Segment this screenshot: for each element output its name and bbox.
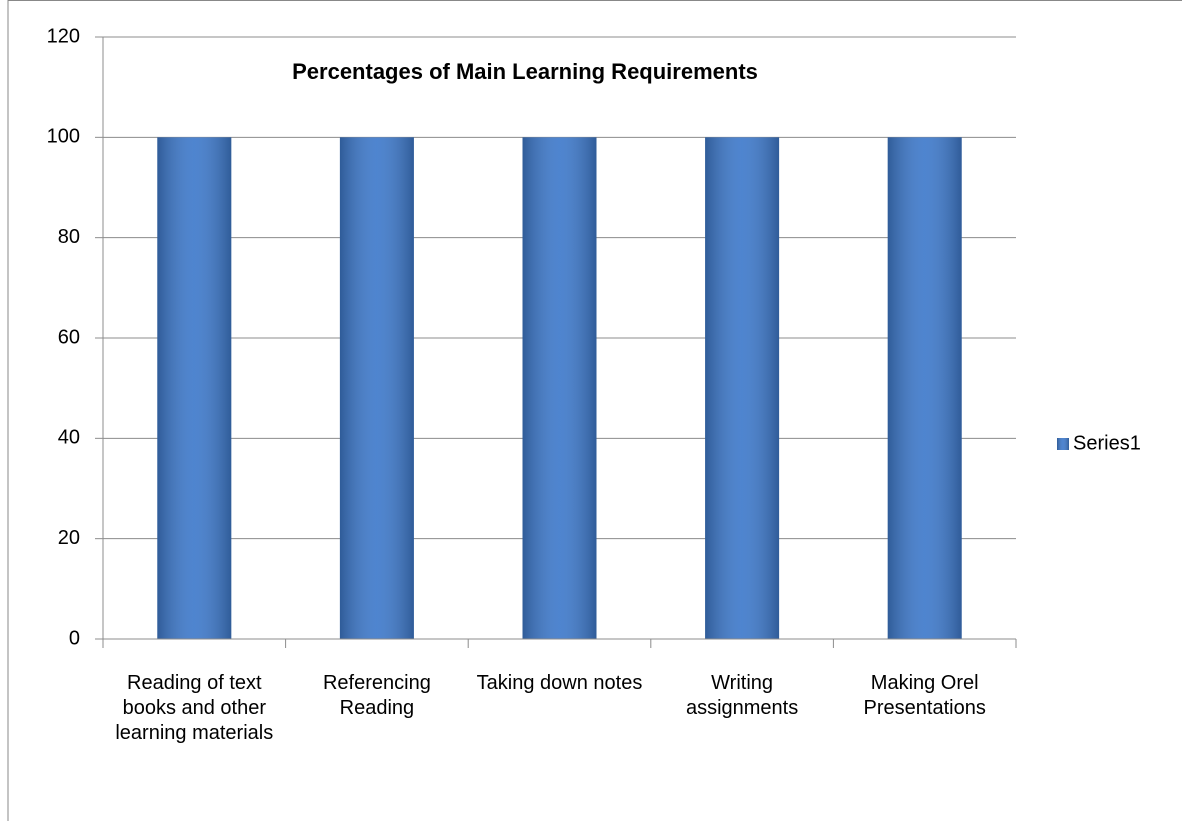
y-tick-label: 100 — [47, 126, 80, 148]
bar-shade — [705, 137, 780, 640]
x-tick-label: Taking down notes — [476, 672, 643, 694]
y-tick-label: 20 — [58, 527, 80, 549]
bar-shade — [157, 137, 232, 640]
y-tick-label: 80 — [58, 226, 80, 248]
chart-title: Percentages of Main Learning Requirement… — [292, 59, 758, 84]
y-tick-label: 120 — [47, 25, 80, 47]
bar-shade — [339, 137, 414, 640]
x-tick-label: Making Orel Presentations — [863, 672, 986, 719]
y-tick-label: 0 — [69, 627, 80, 649]
legend-swatch-shade — [1057, 438, 1069, 450]
bar-shade — [522, 137, 597, 640]
x-tick-label: Reading of text books and other learning… — [115, 672, 274, 744]
x-tick-label: Writing assignments — [685, 672, 799, 719]
legend-label: Series1 — [1073, 432, 1141, 454]
bar-shade — [887, 137, 962, 640]
x-tick-label: Referencing Reading — [322, 672, 431, 719]
y-tick-label: 40 — [58, 427, 80, 449]
y-tick-label: 60 — [58, 326, 80, 348]
